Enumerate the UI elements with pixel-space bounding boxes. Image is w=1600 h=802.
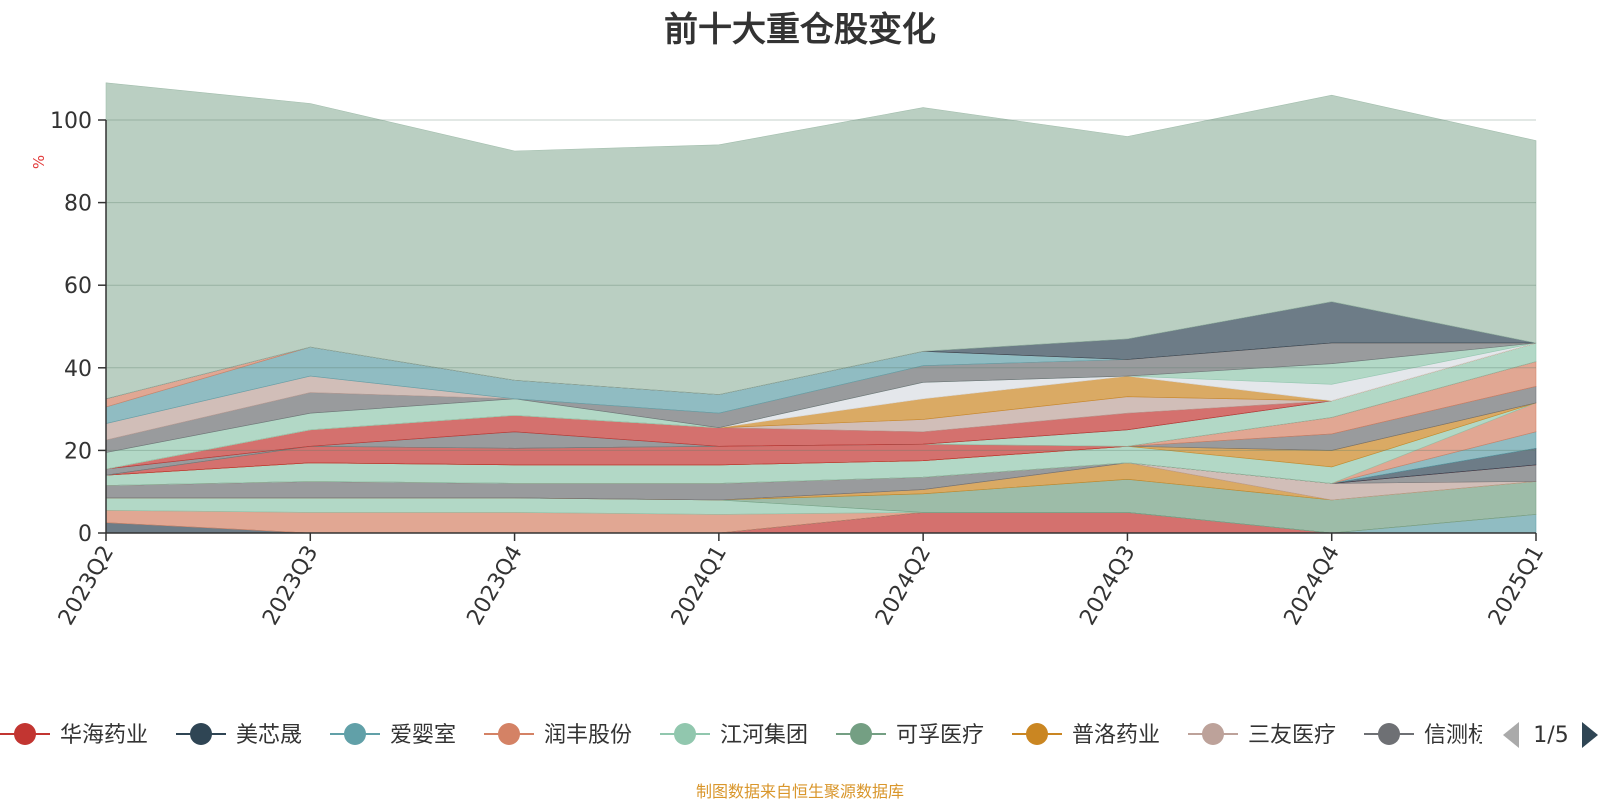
legend-marker — [498, 723, 520, 745]
legend-item[interactable]: 普洛药业 — [1012, 723, 1160, 748]
legend-label: 可孚医疗 — [896, 723, 984, 748]
data-source-note: 制图数据来自恒生聚源数据库 — [695, 782, 904, 801]
x-tick-label: 2025Q1 — [1484, 542, 1549, 630]
legend-marker — [1026, 723, 1048, 745]
x-tick-label: 2024Q3 — [1075, 542, 1140, 630]
legend-item[interactable]: 江河集团 — [660, 723, 808, 748]
legend-item[interactable]: 润丰股份 — [484, 723, 632, 748]
legend-marker — [850, 723, 872, 745]
legend-prev-arrow-icon[interactable] — [1503, 722, 1519, 748]
x-tick-label: 2023Q3 — [258, 542, 323, 630]
legend-label: 华海药业 — [60, 723, 148, 748]
legend-item[interactable]: 华海药业 — [0, 723, 148, 748]
legend: 华海药业 美芯晟 爱婴室 润丰股份 江河集团 可孚医疗 普洛药业 三友医疗 信测标准 1/5 — [0, 714, 1600, 754]
legend-marker — [190, 723, 212, 745]
x-tick-label: 2024Q2 — [871, 542, 936, 630]
x-tick-label: 2023Q2 — [54, 542, 119, 630]
y-tick-label: 60 — [64, 274, 92, 299]
legend-label: 三友医疗 — [1248, 723, 1336, 748]
legend-marker — [1378, 723, 1400, 745]
y-tick-label: 20 — [64, 439, 92, 464]
area-31 — [105, 82, 1537, 400]
y-tick-label: 0 — [78, 522, 92, 547]
x-tick-label: 2023Q4 — [462, 542, 527, 630]
legend-page-indicator: 1/5 — [1533, 723, 1568, 748]
legend-label: 美芯晟 — [236, 723, 302, 748]
y-axis-label: % — [30, 155, 48, 169]
x-tick-label: 2024Q1 — [667, 542, 732, 630]
legend-pager-bg — [1482, 714, 1600, 754]
chart-title: 前十大重仓股变化 — [664, 10, 936, 50]
y-tick-label: 80 — [64, 192, 92, 217]
legend-label: 爱婴室 — [390, 723, 456, 748]
y-tick-label: 40 — [64, 357, 92, 382]
y-tick-label: 100 — [50, 109, 92, 134]
area-series — [105, 82, 1537, 534]
legend-item[interactable]: 爱婴室 — [330, 723, 456, 748]
legend-label: 江河集团 — [720, 723, 808, 748]
legend-marker — [674, 723, 696, 745]
x-tick-label: 2024Q4 — [1280, 542, 1345, 630]
legend-label: 普洛药业 — [1072, 723, 1160, 748]
legend-marker — [344, 723, 366, 745]
legend-next-arrow-icon[interactable] — [1582, 722, 1598, 748]
legend-item[interactable]: 可孚医疗 — [836, 723, 984, 748]
legend-marker — [1202, 723, 1224, 745]
legend-item[interactable]: 美芯晟 — [176, 723, 302, 748]
legend-label: 润丰股份 — [544, 723, 632, 748]
legend-item[interactable]: 三友医疗 — [1188, 723, 1336, 748]
legend-marker — [14, 723, 36, 745]
